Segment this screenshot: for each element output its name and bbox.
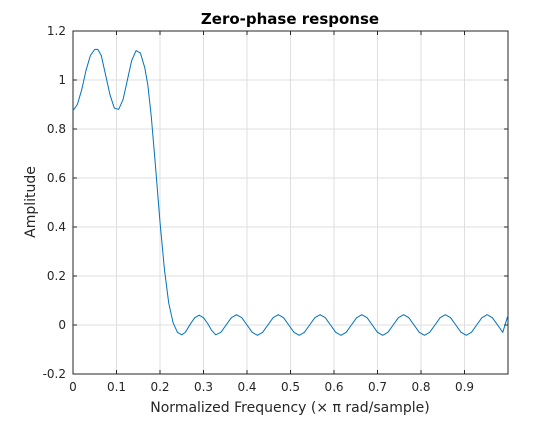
y-tick-label: -0.2 [43,367,66,381]
y-axis-label: Amplitude [23,166,39,238]
x-tick-label: 0.4 [237,380,256,394]
x-tick-label: 0.6 [324,380,343,394]
x-tick-label: 0.7 [368,380,387,394]
y-tick-label: 1.2 [47,24,66,38]
axes [72,30,509,375]
x-tick-label: 0.8 [411,380,430,394]
x-tick-label: 0.2 [150,380,169,394]
x-tick-label: 0.9 [455,380,474,394]
y-tick-label: 0 [58,318,66,332]
y-tick-label: 0.4 [47,220,66,234]
x-tick-label: 0.3 [194,380,213,394]
axes-box [72,30,509,375]
y-tick-label: 0.2 [47,269,66,283]
x-tick-label: 0 [69,380,77,394]
chart-title: Zero-phase response [201,10,379,28]
tick-labels: 0 0.1 0.2 0.3 0.4 0.5 0.6 0.7 0.8 0.9-0.200.20.40… [43,24,474,394]
y-tick-label: 0.8 [47,122,66,136]
x-tick-label: 0.5 [281,380,300,394]
data-layer [72,48,509,336]
x-axis-label: Normalized Frequency (× π rad/sample) [150,400,429,416]
series-line [72,48,509,336]
x-tick-label: 0.1 [107,380,126,394]
y-tick-label: 0.6 [47,171,66,185]
y-tick-label: 1 [58,73,66,87]
